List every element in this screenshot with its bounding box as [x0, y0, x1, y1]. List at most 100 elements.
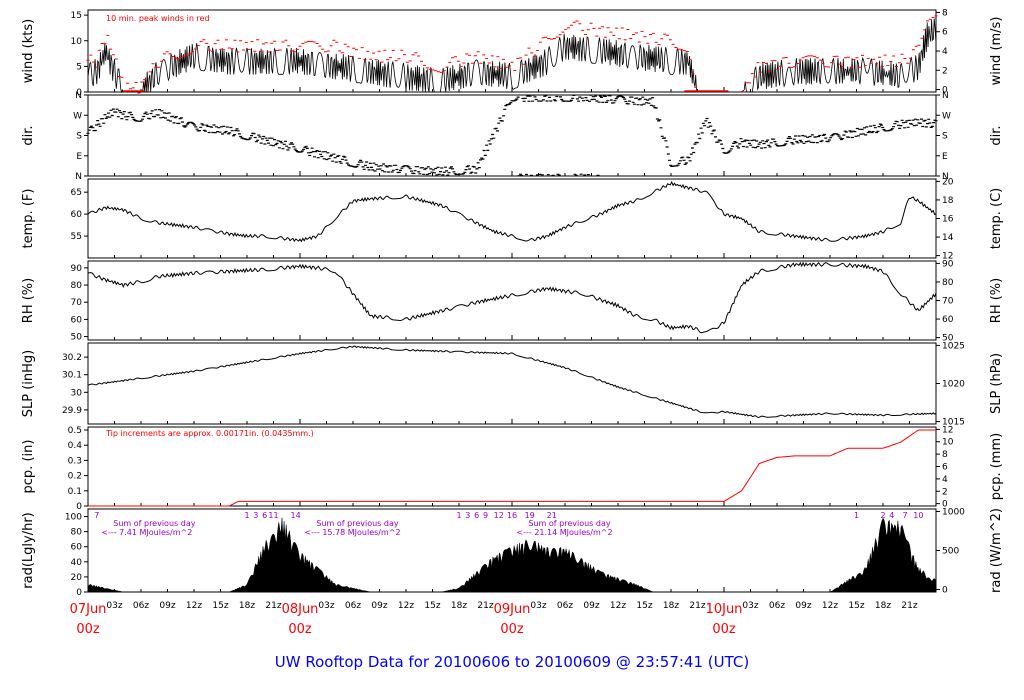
y-tick-label-right: 80	[942, 278, 954, 288]
y-tick-label: 20	[71, 573, 83, 583]
y-tick-label-right: 2	[942, 66, 948, 76]
y-tick-label-right: 8	[942, 450, 948, 460]
y-tick-label-right: 70	[942, 297, 954, 307]
hour-of-day-label: 1	[244, 511, 249, 520]
y-tick-label-right: 4	[942, 475, 948, 485]
hour-of-day-label: 3	[253, 511, 258, 520]
y-axis-label-right: SLP (hPa)	[989, 353, 1004, 414]
hour-of-day-label: 11	[268, 511, 278, 520]
y-axis-label-right: temp. (C)	[989, 188, 1004, 250]
pcp-annotation: Tip increments are approx. 0.00171in. (0…	[105, 429, 314, 438]
panel-frame	[87, 426, 937, 507]
daily-sum-value: <--- 7.41 MJoules/m^2	[101, 528, 192, 537]
wind-annotation: 10 min. peak winds in red	[106, 14, 210, 23]
hour-tick-label: 09z	[583, 601, 599, 611]
day-zulu-label: 00z	[500, 622, 524, 637]
y-tick-label: 50	[71, 333, 83, 343]
y-tick-label-right: 0	[942, 86, 948, 96]
y-tick-label: 30.2	[62, 353, 82, 363]
y-tick-label: 65	[71, 188, 82, 198]
hour-of-day-label: 16	[507, 511, 517, 520]
day-zulu-label: 00z	[76, 622, 100, 637]
y-tick-label: 70	[71, 298, 83, 308]
hour-tick-label: 06z	[133, 601, 149, 611]
hour-of-day-label: 19	[525, 511, 535, 520]
day-label: 07Jun	[70, 602, 107, 617]
hour-of-day-label: 21	[547, 511, 557, 520]
hour-tick-label: 15z	[424, 601, 440, 611]
y-tick-label-right: 1025	[942, 341, 965, 351]
day-label: 10Jun	[706, 602, 743, 617]
y-tick-label-right: S	[942, 132, 948, 142]
hour-of-day-label: 9	[483, 511, 488, 520]
y-tick-label-right: 1000	[942, 507, 965, 517]
daily-sum-title: Sum of previous day	[113, 519, 195, 528]
y-tick-label-right: N	[942, 172, 949, 182]
hour-tick-label: 15z	[636, 601, 652, 611]
y-tick-label-right: W	[942, 111, 951, 121]
y-tick-label: 100	[65, 513, 82, 523]
y-tick-label: 0	[76, 502, 82, 512]
y-tick-label-right: 4	[942, 47, 948, 57]
pcp-series	[88, 429, 936, 507]
y-tick-label-right: 0	[942, 586, 948, 596]
panel-slp: SLP (inHg) SLP (hPa) 29.9 30 30.1 30.2 1015 102…	[21, 341, 1004, 427]
y-axis-label: wind (kts)	[21, 19, 36, 83]
hour-tick-label: 09z	[795, 601, 811, 611]
y-tick-label: 5	[76, 62, 82, 72]
y-tick-label: 10	[71, 37, 83, 47]
y-tick-label: N	[75, 91, 82, 101]
y-tick-label: 0.1	[68, 487, 82, 497]
y-tick-label: E	[76, 152, 82, 162]
hour-tick-label: 18z	[239, 601, 255, 611]
wind-series	[87, 18, 937, 94]
hour-tick-label: 09z	[371, 601, 387, 611]
y-tick-label-right: 0	[942, 500, 948, 510]
daily-sum-value: <--- 15.78 MJoules/m^2	[304, 528, 400, 537]
panel-rh: RH (%) RH (%) 50 60 70 80 90 50 60 70 80 90	[21, 259, 1004, 343]
y-tick-label: 80	[71, 528, 83, 538]
hour-tick-label: 03z	[742, 601, 758, 611]
y-tick-label: 0.2	[68, 472, 82, 482]
y-tick-label-right: 18	[942, 196, 954, 206]
hour-tick-label: 12z	[398, 601, 414, 611]
y-tick-label-right: 16	[942, 215, 954, 225]
y-axis-label-right: wind (m/s)	[989, 17, 1004, 86]
footer-title: UW Rooftop Data for 20100606 to 20100609…	[275, 653, 749, 671]
y-tick-label: 0.4	[68, 441, 83, 451]
y-tick-label: 0.5	[68, 426, 82, 436]
y-tick-label: 60	[71, 315, 83, 325]
panel-pcp: pcp. (in) pcp. (mm) 0 0.1 0.2 0.3 0.4 0.5 0 2 4 6 8 1…	[21, 425, 1004, 512]
y-tick-label: 0	[76, 588, 82, 598]
rh-series	[87, 261, 937, 334]
hour-of-day-label: 1	[854, 511, 859, 520]
slp-series	[87, 345, 937, 418]
hour-tick-label: 03z	[106, 601, 122, 611]
hour-of-day-label: 2	[880, 511, 885, 520]
daily-sum-value: <--- 21.14 MJoules/m^2	[516, 528, 612, 537]
y-axis-label-right: dir.	[989, 125, 1004, 145]
hour-of-day-label: 7	[94, 511, 99, 520]
hour-tick-label: 21z	[477, 601, 493, 611]
y-tick-label-right: 1020	[942, 380, 965, 390]
y-tick-label-right: 1015	[942, 418, 965, 428]
hour-tick-label: 03z	[530, 601, 546, 611]
y-tick-label: 90	[71, 264, 83, 274]
y-tick-label-right: 14	[942, 233, 954, 243]
time-axis: 03z 06z 09z 12z 15z 18z 21z 03z 06z 09z 12z 15z 18z 2…	[70, 601, 918, 637]
y-axis-label-right: rad (W/m^2)	[989, 508, 1004, 593]
y-axis-label-right: pcp. (mm)	[989, 433, 1004, 500]
y-tick-label: S	[76, 132, 82, 142]
hour-tick-label: 21z	[901, 601, 917, 611]
daily-sum-title: Sum of previous day	[316, 519, 398, 528]
y-tick-label-right: 50	[942, 334, 954, 344]
day-label: 08Jun	[282, 602, 319, 617]
hour-of-day-label: 14	[290, 511, 300, 520]
y-axis-label: RH (%)	[21, 278, 36, 323]
hour-tick-label: 12z	[186, 601, 202, 611]
hour-tick-label: 12z	[822, 601, 838, 611]
hour-tick-label: 18z	[451, 601, 467, 611]
day-zulu-label: 00z	[288, 622, 312, 637]
hour-tick-label: 03z	[318, 601, 334, 611]
y-tick-label: 30	[71, 388, 83, 398]
